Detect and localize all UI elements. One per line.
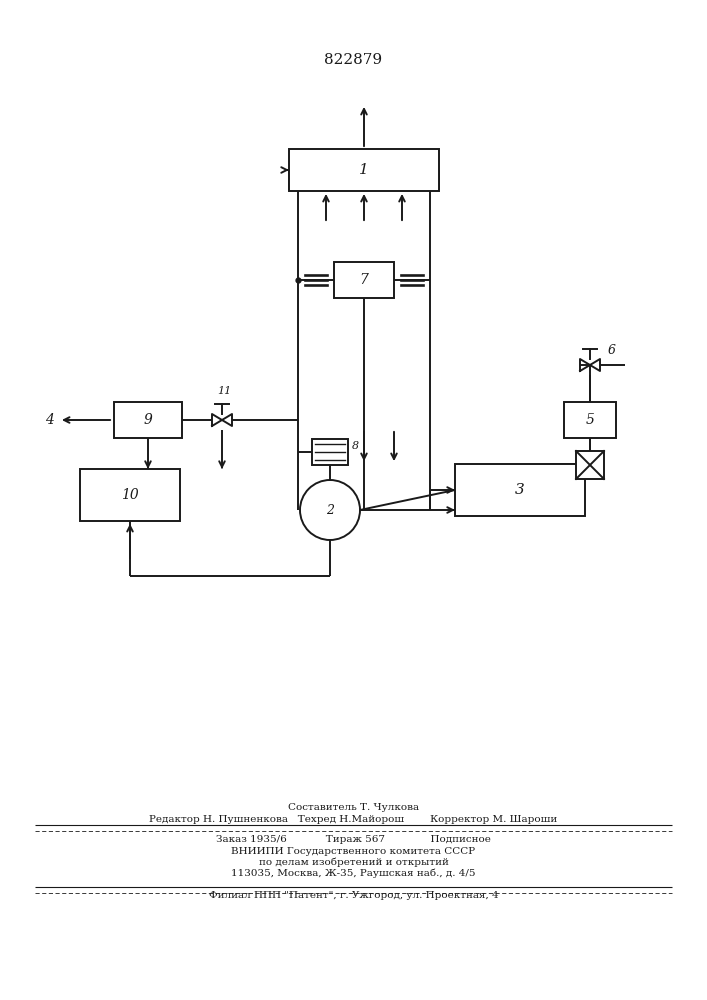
Bar — [455, 464, 585, 516]
Text: 3: 3 — [515, 483, 525, 497]
Text: Редактор Н. Пушненкова   Техред Н.Майорош        Корректор М. Шароши: Редактор Н. Пушненкова Техред Н.Майорош … — [149, 816, 558, 824]
Text: Заказ 1935/6            Тираж 567              Подписное: Заказ 1935/6 Тираж 567 Подписное — [216, 836, 491, 844]
Bar — [289, 149, 439, 191]
Text: 9: 9 — [144, 413, 153, 427]
Text: 822879: 822879 — [324, 53, 382, 67]
Text: 10: 10 — [121, 488, 139, 502]
Text: 2: 2 — [326, 504, 334, 516]
Text: Филиал ППП "Патент", г. Ужгород, ул. Проектная, 4: Филиал ППП "Патент", г. Ужгород, ул. Про… — [209, 890, 498, 900]
Bar — [576, 451, 604, 479]
Text: 8: 8 — [352, 441, 359, 451]
Text: 6: 6 — [608, 344, 616, 358]
Text: 1: 1 — [359, 163, 369, 177]
Text: Составитель Т. Чулкова: Составитель Т. Чулкова — [288, 804, 419, 812]
Circle shape — [300, 480, 360, 540]
Text: 11: 11 — [217, 386, 231, 396]
Bar — [334, 262, 394, 298]
Text: 4: 4 — [45, 413, 54, 427]
Text: 5: 5 — [585, 413, 595, 427]
Bar — [80, 469, 180, 521]
Text: 113035, Москва, Ж-35, Раушская наб., д. 4/5: 113035, Москва, Ж-35, Раушская наб., д. … — [231, 868, 476, 878]
Text: по делам изобретений и открытий: по делам изобретений и открытий — [259, 857, 448, 867]
Text: 7: 7 — [360, 273, 368, 287]
Bar — [114, 402, 182, 438]
Bar — [564, 402, 616, 438]
Text: ВНИИПИ Государственного комитета СССР: ВНИИПИ Государственного комитета СССР — [231, 846, 476, 856]
Bar — [312, 439, 348, 465]
